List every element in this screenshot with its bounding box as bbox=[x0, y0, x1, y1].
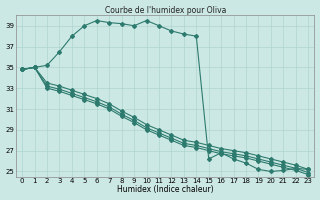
X-axis label: Humidex (Indice chaleur): Humidex (Indice chaleur) bbox=[117, 185, 213, 194]
Title: Courbe de l'humidex pour Oliva: Courbe de l'humidex pour Oliva bbox=[105, 6, 226, 15]
